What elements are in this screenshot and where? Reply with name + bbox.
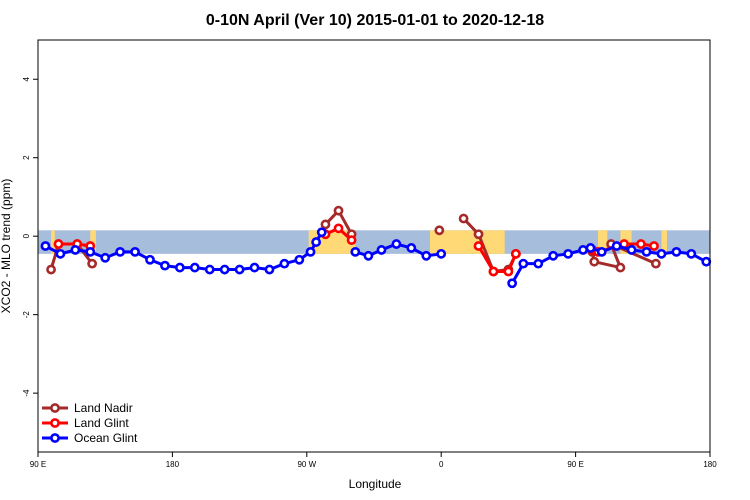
data-point: [234, 264, 245, 275]
legend-item: Ocean Glint: [42, 431, 138, 445]
data-point: [671, 246, 682, 257]
x-axis: 90 E 180 90 W 0 90 E 180: [30, 452, 717, 469]
legend-item: Land Nadir: [42, 401, 133, 415]
data-point: [636, 239, 646, 249]
data-point: [548, 250, 559, 261]
data-point: [160, 260, 170, 271]
data-point: [436, 248, 447, 259]
legend-swatch-marker: [50, 403, 60, 413]
data-point: [219, 264, 230, 275]
data-point: [596, 246, 607, 257]
chart-title: 0-10N April (Ver 10) 2015-01-01 to 2020-…: [206, 12, 544, 29]
data-point: [145, 254, 155, 265]
data-point: [656, 248, 667, 259]
x-tick-label: 180: [703, 460, 717, 469]
data-point: [563, 248, 574, 259]
data-point: [40, 241, 51, 251]
data-point: [686, 248, 697, 259]
data-point: [533, 258, 544, 269]
data-point: [333, 205, 344, 216]
data-point: [350, 246, 361, 257]
x-tick-label: 90 E: [567, 460, 583, 469]
data-point: [518, 258, 529, 269]
data-point: [376, 245, 387, 255]
legend-label: Land Nadir: [74, 401, 133, 415]
legend-label: Ocean Glint: [74, 431, 138, 445]
data-point: [406, 243, 417, 253]
data-point: [279, 258, 290, 269]
data-point: [53, 239, 64, 249]
data-point: [320, 219, 331, 230]
land-band: [430, 230, 505, 254]
x-tick-label: 90 W: [297, 460, 316, 469]
data-point: [503, 266, 514, 277]
land-band: [661, 230, 668, 254]
data-point: [473, 241, 484, 251]
data-point: [316, 227, 327, 238]
plot-frame: [37, 39, 711, 453]
data-point: [641, 246, 652, 257]
data-point: [589, 256, 600, 267]
data-point: [488, 266, 499, 277]
data-point: [391, 239, 402, 249]
data-point: [55, 248, 66, 259]
data-point: [87, 258, 98, 269]
data-point: [615, 262, 626, 273]
data-point: [421, 250, 432, 261]
y-tick-label: 2: [22, 155, 31, 160]
data-point: [189, 262, 200, 273]
data-point: [458, 213, 469, 224]
data-point: [507, 278, 518, 289]
y-axis: -4 -2 0 2 4: [22, 76, 38, 397]
y-tick-label: -4: [22, 389, 31, 397]
y-tick-label: 4: [22, 76, 31, 81]
data-point: [363, 250, 374, 261]
data-point: [701, 256, 712, 267]
legend-swatch-marker: [50, 418, 60, 428]
data-point: [174, 262, 185, 273]
x-tick-label: 0: [439, 460, 444, 469]
data-point: [46, 264, 56, 275]
series-line: [477, 245, 518, 274]
legend-item: Land Glint: [42, 416, 129, 430]
ocean-band: [38, 230, 710, 254]
data-point: [649, 241, 659, 251]
data-point: [434, 225, 445, 236]
data-point: [70, 245, 81, 255]
y-tick-label: 0: [22, 233, 31, 238]
data-point: [305, 246, 316, 257]
series-ocean-glint: [40, 227, 712, 289]
data-point: [611, 241, 622, 251]
x-tick-label: 90 E: [30, 460, 46, 469]
data-point: [115, 246, 126, 257]
series-layer: [40, 205, 712, 289]
data-point: [578, 245, 588, 255]
land-band: [51, 230, 55, 254]
y-axis-label: XCO2 - MLO trend (ppm): [0, 179, 13, 314]
data-point: [249, 262, 260, 273]
data-point: [510, 248, 521, 259]
data-point: [311, 237, 322, 247]
x-tick-label: 180: [166, 460, 180, 469]
data-point: [264, 264, 275, 275]
data-point: [650, 258, 661, 269]
data-point: [333, 223, 344, 234]
x-axis-label: Longitude: [349, 477, 402, 491]
data-point: [585, 243, 596, 253]
data-point: [346, 235, 357, 246]
data-point: [204, 264, 215, 275]
data-point: [100, 252, 111, 263]
y-tick-label: -2: [22, 311, 31, 319]
data-point: [294, 254, 305, 265]
data-point: [85, 246, 96, 257]
data-point: [473, 229, 484, 240]
land-band: [598, 230, 608, 254]
data-point: [626, 245, 637, 255]
legend-swatch-marker: [50, 433, 60, 443]
data-point: [130, 246, 140, 257]
legend-label: Land Glint: [74, 416, 129, 430]
